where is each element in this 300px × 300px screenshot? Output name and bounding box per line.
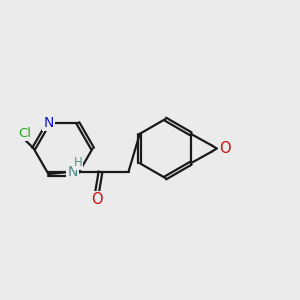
Text: O: O [219, 141, 231, 156]
Text: O: O [91, 192, 103, 207]
Text: Cl: Cl [18, 127, 32, 140]
Text: N: N [43, 116, 54, 130]
Text: N: N [68, 165, 78, 179]
Text: H: H [74, 156, 82, 169]
